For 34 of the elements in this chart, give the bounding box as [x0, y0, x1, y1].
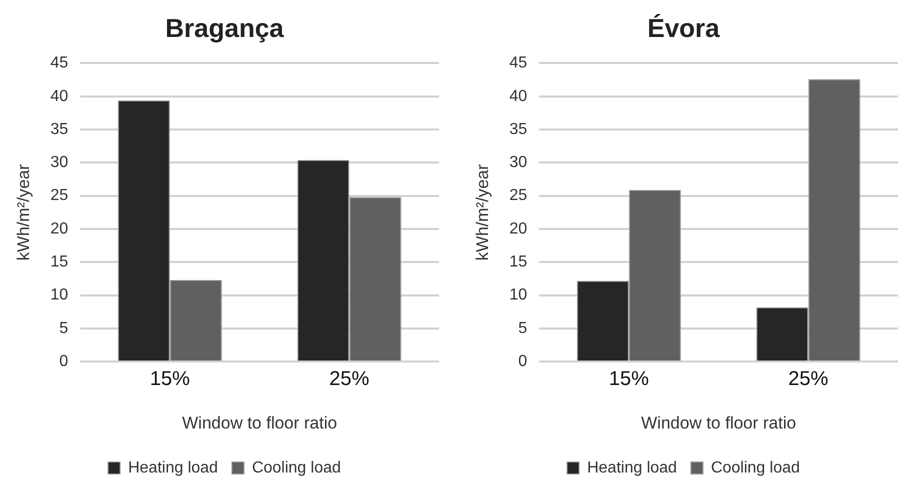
y-tick-label: 10 [50, 286, 68, 304]
x-tick-label: 15% [608, 368, 650, 390]
y-tick-label: 20 [509, 220, 528, 238]
x-tick-label: 25% [329, 368, 370, 390]
y-tick-label: 35 [50, 120, 68, 138]
legend-label: Cooling load [710, 459, 800, 476]
legend-label: Cooling load [252, 459, 341, 476]
y-tick-label: 0 [518, 353, 528, 370]
y-tick-label: 15 [509, 254, 528, 271]
legend-label: Heating load [128, 459, 218, 476]
y-tick-label: 20 [50, 220, 68, 238]
y-tick-label: 15 [50, 254, 68, 271]
y-tick-label: 30 [50, 154, 68, 172]
x-axis-title: Window to floor ratio [182, 413, 338, 432]
y-tick-label: 45 [50, 54, 68, 72]
x-tick-label: 15% [150, 368, 190, 390]
y-tick-label: 40 [509, 88, 528, 105]
x-axis-title: Window to floor ratio [641, 413, 796, 432]
y-tick-label: 45 [509, 54, 528, 72]
y-tick-label: 40 [50, 88, 68, 105]
legend-label: Heating load [587, 459, 677, 476]
y-axis-title: kWh/m²/year [472, 164, 492, 261]
y-tick-label: 5 [59, 320, 68, 337]
y-tick-label: 35 [509, 120, 528, 138]
y-tick-label: 30 [509, 154, 528, 172]
y-axis-title: kWh/m²/year [14, 164, 33, 261]
y-tick-label: 0 [59, 353, 68, 370]
y-tick-label: 25 [509, 187, 528, 204]
x-tick-label: 25% [788, 368, 829, 390]
y-tick-label: 5 [518, 320, 528, 337]
y-tick-label: 25 [50, 187, 68, 204]
chart-title: Évora [647, 12, 720, 43]
chart-title: Bragança [165, 12, 284, 43]
y-tick-label: 10 [509, 286, 528, 304]
